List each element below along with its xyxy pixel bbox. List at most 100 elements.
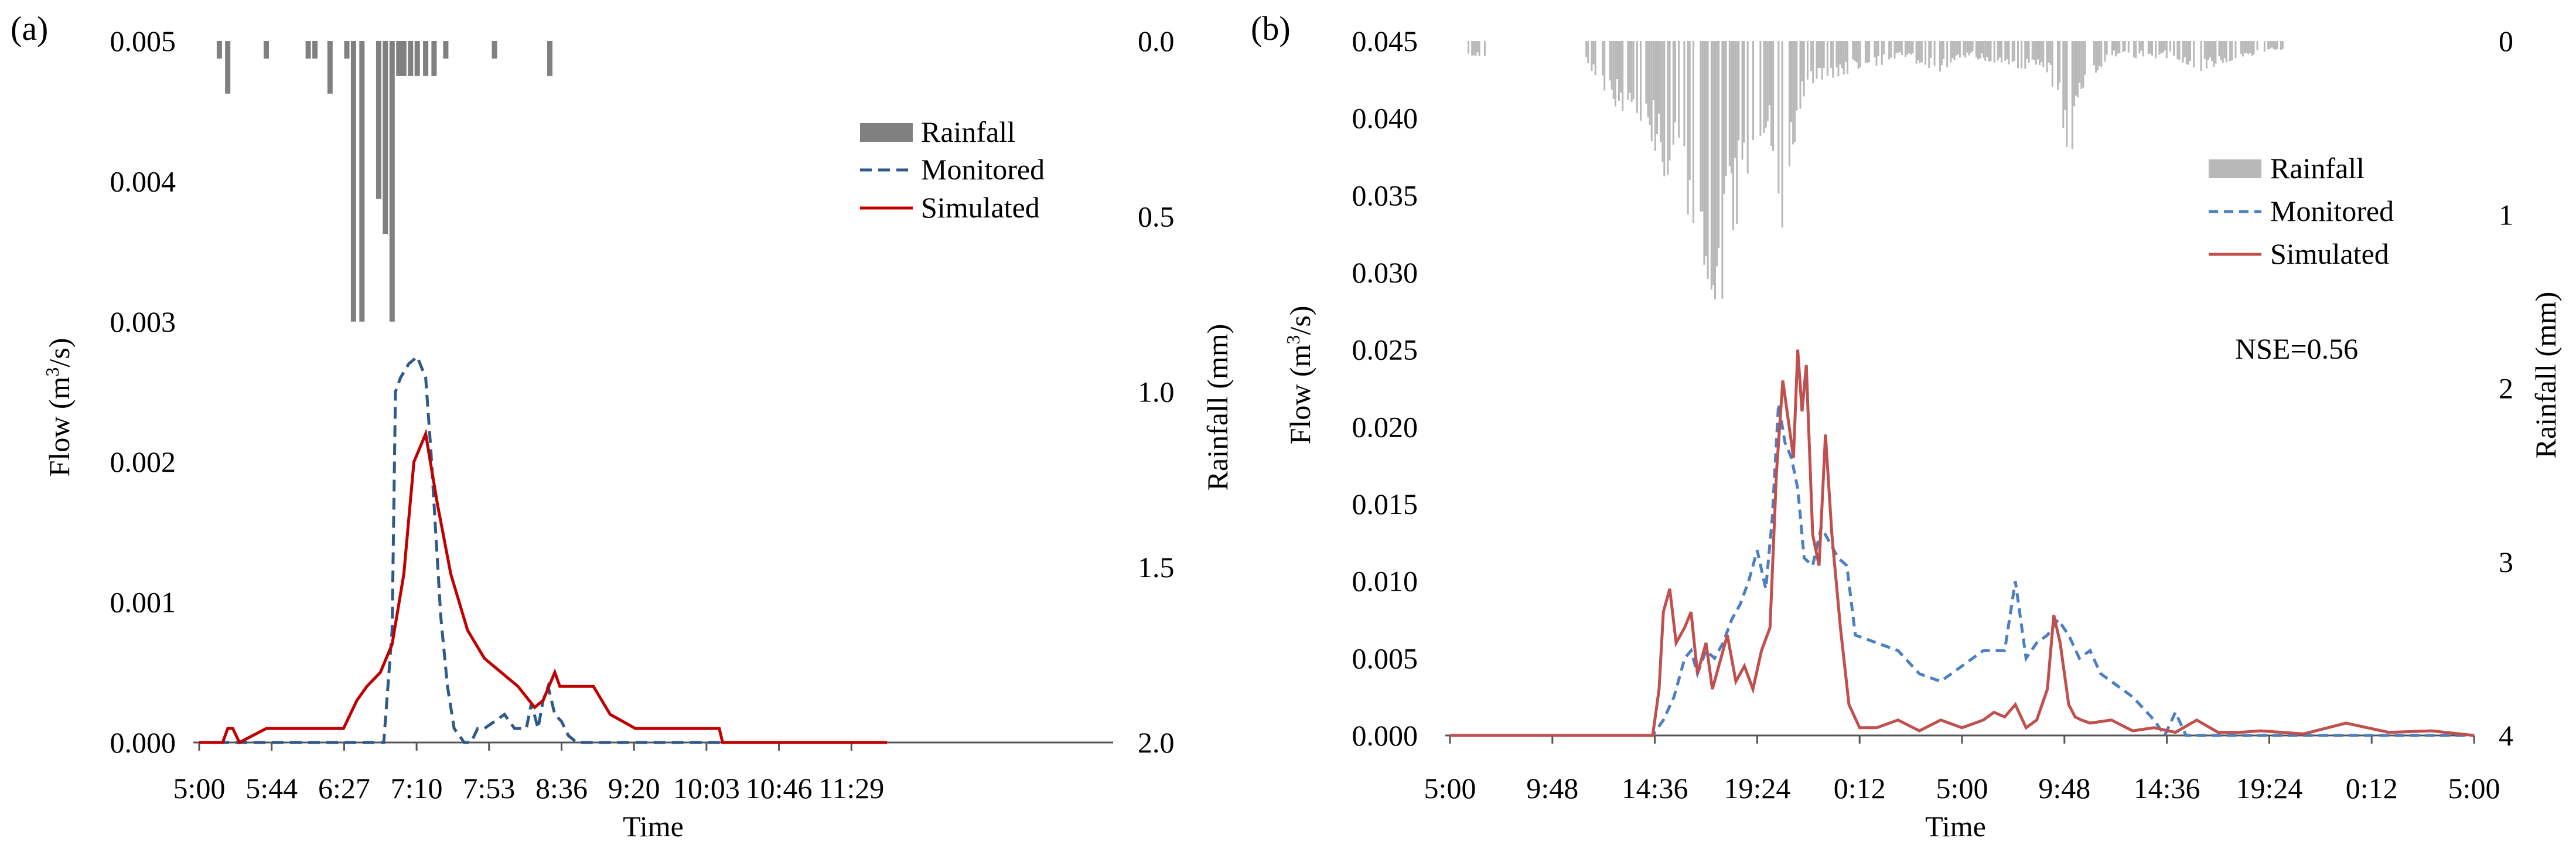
rainfall-bar	[2075, 41, 2077, 96]
rainfall-bar	[492, 41, 497, 59]
rainfall-bar	[1897, 41, 1899, 53]
rainfall-bar	[2031, 41, 2033, 60]
rainfall-bar	[1968, 41, 1970, 56]
rainfall-bar	[1609, 41, 1611, 81]
rainfall-bar	[2267, 41, 2270, 50]
rainfall-bar	[1963, 41, 1965, 56]
rainfall-bar	[1801, 41, 1803, 81]
rainfall-bar	[1905, 41, 1906, 57]
rainfall-bar	[1981, 41, 1983, 54]
x-tick-label: 14:36	[1622, 772, 1688, 805]
rainfall-bar	[1959, 41, 1961, 57]
rainfall-bar	[2048, 41, 2050, 63]
rainfall-bar	[423, 41, 429, 76]
rainfall-bar	[2135, 41, 2137, 59]
rainfall-bar	[2280, 41, 2282, 50]
rainfall-bar	[312, 41, 318, 59]
rainfall-bar	[1946, 41, 1949, 67]
rainfall-bar	[2215, 41, 2217, 64]
rainfall-bar	[1977, 41, 1979, 60]
rainfall-bar	[2187, 41, 2189, 65]
y-tick-label: 0.002	[110, 445, 176, 478]
rainfall-bar	[547, 41, 552, 76]
panel-b-simulated-line	[1450, 349, 2475, 737]
rainfall-bar	[1614, 41, 1616, 107]
rainfall-bar	[1714, 41, 1716, 299]
rainfall-bar	[1950, 41, 1952, 63]
rainfall-bar	[1618, 41, 1620, 101]
rainfall-bar	[2209, 41, 2212, 58]
panel-a-label: (a)	[11, 9, 48, 47]
rainfall-bar	[2118, 41, 2121, 53]
rainfall-bar	[2127, 41, 2130, 53]
legend-monitored-label: Monitored	[921, 153, 1045, 186]
rainfall-bar	[1763, 41, 1765, 134]
rainfall-bar	[264, 41, 269, 59]
rainfall-bar	[1970, 41, 1972, 53]
panel-b-y-label: Flow (m3/s)	[1282, 306, 1316, 445]
y-tick-label: 0.000	[1352, 719, 1418, 752]
rainfall-bar	[1899, 41, 1901, 52]
rainfall-bar	[1603, 41, 1606, 91]
rainfall-bar	[376, 41, 381, 199]
rainfall-bar	[1602, 41, 1604, 76]
rainfall-bar	[1728, 41, 1731, 166]
rainfall-bar	[1843, 41, 1845, 75]
panel-a-y2-ticks: 0.0 0.5 1.0 1.5 2.0	[1138, 25, 1175, 759]
rainfall-bar	[1781, 41, 1783, 228]
rainfall-bar	[1705, 41, 1707, 256]
rainfall-bar	[2234, 41, 2237, 59]
rainfall-bar	[2273, 41, 2275, 49]
y2-tick-label: 4	[2499, 719, 2513, 752]
rainfall-bar	[2151, 41, 2153, 56]
rainfall-bar	[1759, 41, 1762, 136]
rainfall-bar	[1955, 41, 1957, 56]
rainfall-bar	[1770, 41, 1772, 146]
rainfall-bar	[1718, 41, 1720, 248]
rainfall-bar	[2243, 41, 2246, 54]
panel-a-legend: Rainfall Monitored Simulated	[860, 115, 1045, 224]
rainfall-bar	[1746, 41, 1749, 174]
rainfall-bar	[1734, 41, 1736, 158]
rainfall-bar	[1647, 41, 1649, 118]
rainfall-bar	[1707, 41, 1709, 279]
rainfall-bar	[1622, 41, 1624, 111]
y2-tick-label: 2	[2499, 372, 2513, 405]
rainfall-bar	[1857, 41, 1860, 69]
rainfall-bar	[443, 41, 449, 59]
y2-tick-label: 0.5	[1138, 200, 1175, 233]
rainfall-bar	[1620, 41, 1622, 93]
y-tick-label: 0.010	[1352, 565, 1418, 598]
rainfall-bar	[1483, 41, 1486, 56]
rainfall-bar	[1986, 41, 1988, 57]
rainfall-bar	[1692, 41, 1694, 223]
rainfall-bar	[1772, 41, 1775, 151]
rainfall-bar	[1632, 41, 1635, 100]
y2-tick-label: 1.5	[1138, 551, 1175, 584]
x-tick-label: 7:53	[463, 772, 515, 805]
legend-simulated-label: Simulated	[2270, 237, 2389, 270]
rainfall-bar	[1920, 41, 1923, 63]
y2-tick-label: 1.0	[1138, 376, 1175, 408]
x-tick-label: 0:12	[2346, 772, 2398, 805]
rainfall-bar	[1999, 41, 2001, 57]
rainfall-bar	[2160, 41, 2162, 53]
rainfall-bar	[1826, 41, 1828, 76]
rainfall-bar	[1940, 41, 1943, 66]
y-tick-label: 0.005	[110, 25, 176, 57]
y2-tick-label: 2.0	[1138, 726, 1175, 759]
rainfall-bar	[1627, 41, 1629, 100]
rainfall-bar	[1984, 41, 1987, 61]
panel-a-y2-label: Rainfall (mm)	[1201, 324, 1234, 491]
rainfall-bar	[1636, 41, 1638, 113]
rainfall-bar	[408, 41, 414, 76]
rainfall-bar	[1908, 41, 1910, 53]
rainfall-bar	[1975, 41, 1977, 57]
y-tick-label: 0.000	[110, 726, 176, 759]
y-tick-label: 0.003	[110, 305, 176, 338]
rainfall-bar	[2256, 41, 2258, 50]
rainfall-bar	[2093, 41, 2095, 66]
rainfall-bar	[1592, 41, 1595, 64]
y2-tick-label: 0.0	[1138, 25, 1175, 57]
rainfall-bar	[1585, 41, 1588, 57]
